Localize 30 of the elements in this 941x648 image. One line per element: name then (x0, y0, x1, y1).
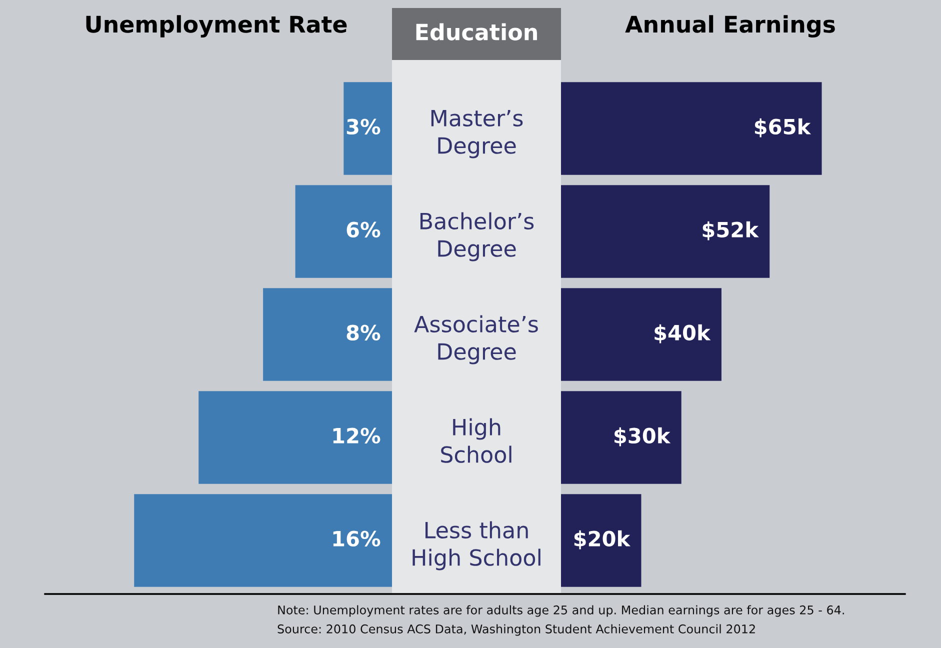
source-note: Source: 2010 Census ACS Data, Washington Student Achievement Council 2012 (278, 624, 755, 636)
y-tick-label: Associate’s Degree (414, 315, 538, 364)
bar (561, 82, 822, 175)
text: Note: Unemployment rates are for adults age 25 and up. Median earnings are for ages 25 - 64. (278, 605, 844, 617)
bar (561, 391, 682, 484)
bar (295, 185, 392, 278)
chart-title: Annual Earnings (625, 15, 835, 38)
y-tick-label: Less than High School (412, 521, 540, 570)
bar (134, 494, 392, 587)
bar (198, 391, 392, 484)
data-label: 12% (333, 428, 380, 444)
data-label: $52k (702, 221, 759, 240)
data-label: 6% (346, 222, 380, 238)
data-label: $40k (654, 324, 711, 344)
bar (263, 288, 392, 381)
bar (561, 494, 642, 587)
bar (561, 288, 722, 381)
y-tick-label: Master’s Degree (431, 110, 523, 158)
data-label: $65k (754, 118, 812, 138)
bar (344, 82, 392, 175)
chart-title: Unemployment Rate (86, 15, 347, 38)
y-axis-title: Education (416, 23, 537, 40)
data-label: 16% (333, 530, 380, 547)
y-tick-label: Bachelor’s Degree (420, 212, 534, 262)
bar (561, 185, 770, 278)
y-tick-label: High School (441, 418, 512, 463)
data-label: 3% (346, 118, 380, 135)
data-label: $20k (574, 530, 631, 550)
data-label: $30k (614, 427, 671, 446)
data-label: 8% (346, 324, 380, 341)
